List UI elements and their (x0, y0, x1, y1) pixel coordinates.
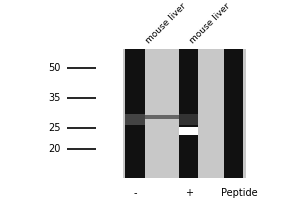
Bar (145, 49, 179, 178)
Text: mouse liver: mouse liver (188, 2, 232, 46)
Bar (198, 49, 224, 178)
Bar (145, 115, 179, 119)
Text: +: + (184, 188, 193, 198)
Text: mouse liver: mouse liver (144, 2, 188, 46)
Bar (179, 114, 198, 125)
Bar (224, 49, 243, 178)
Bar (125, 114, 145, 125)
Bar (125, 49, 145, 178)
Text: 50: 50 (49, 63, 61, 73)
Text: -: - (134, 188, 137, 198)
Bar (179, 49, 198, 178)
Bar (179, 127, 198, 135)
Text: 20: 20 (49, 144, 61, 154)
Bar (122, 49, 246, 178)
Text: 25: 25 (48, 123, 61, 133)
Text: Peptide: Peptide (221, 188, 257, 198)
Text: 35: 35 (49, 93, 61, 103)
